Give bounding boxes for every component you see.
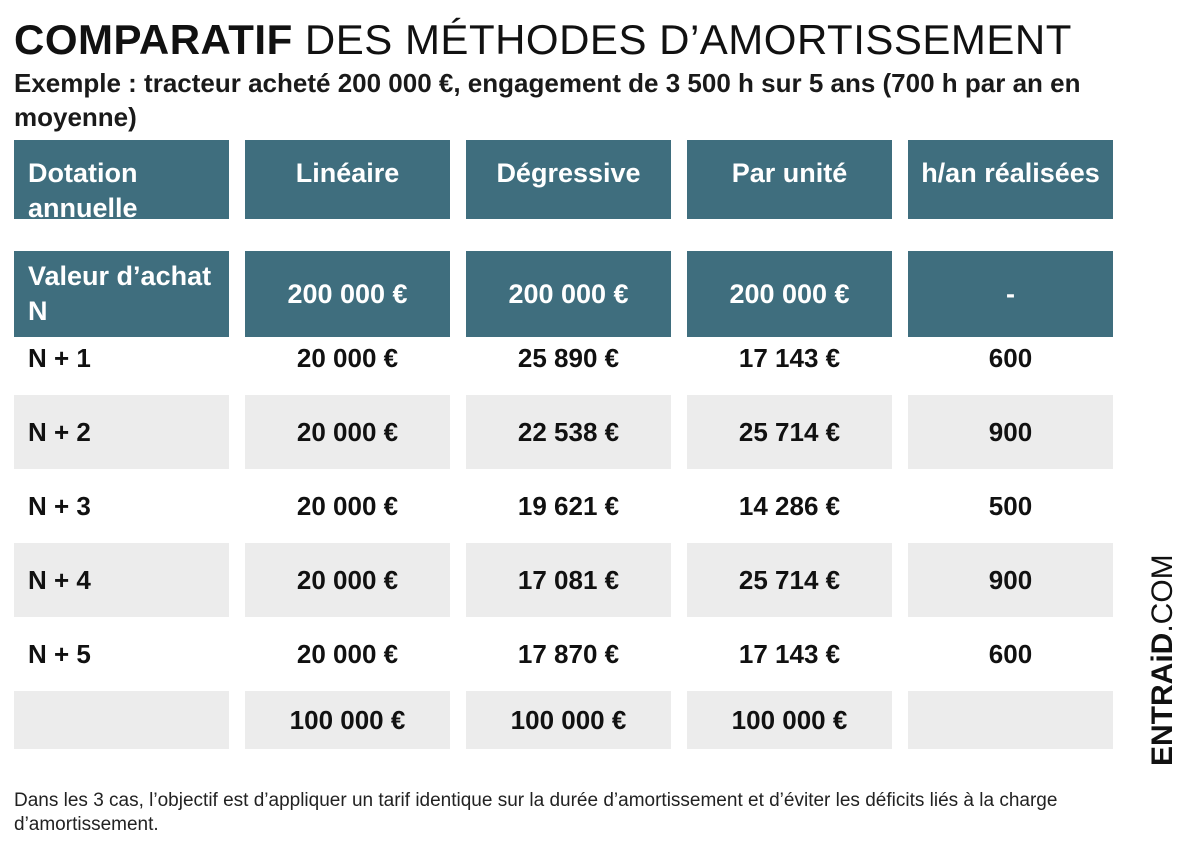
- footnote: Dans les 3 cas, l’objectif est d’appliqu…: [14, 790, 1058, 835]
- table-cell: 17 870 €: [517, 638, 620, 669]
- table-cell: 20 000 €: [245, 395, 450, 469]
- brand-bold: ENTRAiD: [1146, 633, 1179, 766]
- chart-title: COMPARATIF DES MÉTHODES D’AMORTISSEMENT: [14, 14, 1134, 66]
- table-cell: -: [908, 251, 1113, 337]
- table-cell: 900: [908, 543, 1113, 617]
- brand-light: .COM: [1146, 554, 1179, 632]
- table-cell: [908, 691, 1113, 749]
- row-label-n1: N + 1: [28, 342, 91, 373]
- table-cell: 20 000 €: [296, 638, 399, 669]
- table-cell: 100 000 €: [466, 691, 671, 749]
- chart-subtitle: Exemple : tracteur acheté 200 000 €, eng…: [14, 68, 1081, 132]
- amortization-table: Dotation annuelle Linéaire Dégressive Pa…: [14, 140, 1113, 749]
- table-cell: 20 000 €: [245, 543, 450, 617]
- brand-logo: ENTRAiD.COM: [1142, 530, 1182, 770]
- table-cell: 17 143 €: [738, 342, 841, 373]
- table-cell: 200 000 €: [687, 251, 892, 337]
- table-cell: 600: [988, 342, 1033, 373]
- table-cell: 200 000 €: [466, 251, 671, 337]
- table-cell: 25 714 €: [687, 395, 892, 469]
- table-cell: 900: [908, 395, 1113, 469]
- table-cell: 22 538 €: [466, 395, 671, 469]
- table-cell: 14 286 €: [738, 490, 841, 521]
- row-label-n5: N + 5: [28, 638, 91, 669]
- table-cell: 25 890 €: [517, 342, 620, 373]
- table-cell: 17 081 €: [466, 543, 671, 617]
- svg-text:ENTRAiD.COM: ENTRAiD.COM: [1146, 554, 1179, 766]
- table-cell: 100 000 €: [245, 691, 450, 749]
- row-label-n2: N + 2: [14, 395, 229, 469]
- row-label-n4: N + 4: [14, 543, 229, 617]
- row-label-valeur-achat: Valeur d’achat N: [14, 251, 229, 337]
- header-cell-par-unite: Par unité: [687, 140, 892, 219]
- title-rest: DES MÉTHODES D’AMORTISSEMENT: [292, 16, 1072, 63]
- table-cell: 600: [988, 638, 1033, 669]
- title-strong: COMPARATIF: [14, 16, 293, 63]
- table-cell: 100 000 €: [687, 691, 892, 749]
- table-cell: 20 000 €: [296, 342, 399, 373]
- table-cell: 25 714 €: [687, 543, 892, 617]
- table-cell: 20 000 €: [296, 490, 399, 521]
- table-cell: 17 143 €: [738, 638, 841, 669]
- table-cell: 200 000 €: [245, 251, 450, 337]
- row-label-n3: N + 3: [28, 490, 91, 521]
- header-cell-degressive: Dégressive: [466, 140, 671, 219]
- header-cell-h-an: h/an réalisées: [908, 140, 1113, 219]
- table-cell: 19 621 €: [517, 490, 620, 521]
- header-cell-dotation: Dotation annuelle: [14, 140, 229, 223]
- header-cell-lineaire: Linéaire: [245, 140, 450, 219]
- table-cell: 500: [988, 490, 1033, 521]
- row-label-total: [14, 691, 229, 749]
